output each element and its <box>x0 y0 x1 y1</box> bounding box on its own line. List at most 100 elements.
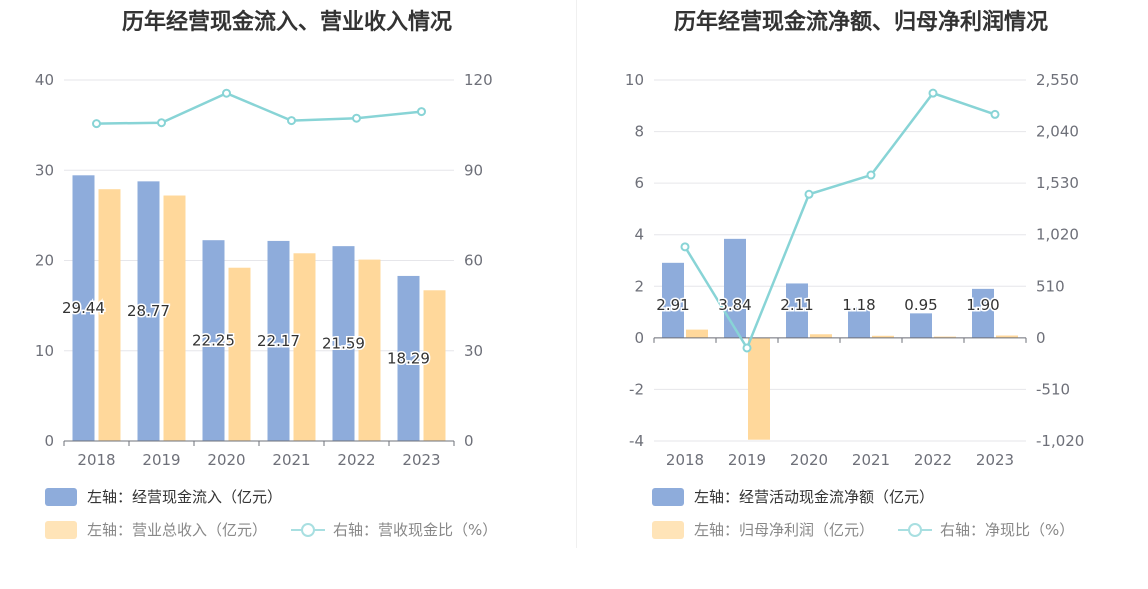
bar-series2-2019 <box>163 195 186 441</box>
data-label: 2.91 <box>656 296 689 314</box>
bar-series2-2020 <box>810 334 832 338</box>
line-point-2021 <box>287 116 296 126</box>
y-left-tick-label: 0 <box>44 432 54 450</box>
y-right-tick-label: 2,550 <box>1036 71 1079 89</box>
bar-series1-2022 <box>332 246 355 441</box>
line-point-2018 <box>92 119 101 129</box>
y-left-tick-label: 10 <box>35 342 54 360</box>
y-right-tick-label: -1,020 <box>1036 432 1084 450</box>
y-right-tick-label: -510 <box>1036 380 1070 398</box>
x-tick-label: 2018 <box>77 451 115 469</box>
line-series-ratio <box>96 91 422 125</box>
y-left-tick-label: 8 <box>634 123 644 141</box>
data-label: 1.18 <box>842 296 875 314</box>
bar-series1-2018 <box>72 175 95 441</box>
legend-label: 左轴：归母净利润（亿元） <box>694 521 875 539</box>
data-label: 29.44 <box>62 299 105 317</box>
y-left-tick-label: 40 <box>35 71 54 89</box>
data-label: 22.17 <box>257 332 300 350</box>
line-point-2023 <box>417 107 426 117</box>
bar-series2-2020 <box>228 267 251 441</box>
chart-title: 历年经营现金流净额、归母净利润情况 <box>673 10 1048 35</box>
line-point-2020 <box>804 189 814 199</box>
y-right-tick-label: 120 <box>464 71 493 89</box>
y-right-tick-label: 0 <box>464 432 474 450</box>
data-label: 0.95 <box>904 296 937 314</box>
x-tick-label: 2022 <box>914 451 952 469</box>
legend-row-1: 左轴：经营现金流入（亿元） <box>45 486 282 507</box>
y-right-tick-label: 510 <box>1036 277 1065 295</box>
bar-series2-2021 <box>872 335 894 338</box>
bar-series1-2021 <box>848 307 870 338</box>
bar-series1-2018 <box>662 262 684 338</box>
y-right-tick-label: 0 <box>1036 329 1046 347</box>
bar-series2-2018 <box>98 189 121 441</box>
data-label: 21.59 <box>322 335 365 353</box>
legend-swatch-bar-blue <box>45 487 77 506</box>
bar-series2-2022 <box>934 336 956 338</box>
x-tick-label: 2019 <box>142 451 180 469</box>
y-right-tick-label: 1,530 <box>1036 174 1079 192</box>
x-tick-label: 2021 <box>852 451 890 469</box>
bar-series1-2022 <box>910 313 932 338</box>
bar-series2-2021 <box>293 253 316 441</box>
y-right-tick-label: 30 <box>464 342 483 360</box>
bar-series2-2023 <box>423 290 446 441</box>
line-point-2022 <box>928 88 938 98</box>
y-left-tick-label: 10 <box>625 71 644 89</box>
legend-label: 右轴：营收现金比（%） <box>333 521 498 539</box>
line-series-ratio <box>683 91 996 351</box>
x-tick-label: 2019 <box>728 451 766 469</box>
y-left-tick-label: 30 <box>35 161 54 179</box>
bar-series2-2022 <box>358 259 381 441</box>
bar-series2-2023 <box>996 335 1018 338</box>
line-point-2022 <box>352 113 361 123</box>
legend-swatch-bar-orange <box>45 520 77 539</box>
x-tick-label: 2023 <box>402 451 440 469</box>
data-label: 2.11 <box>780 296 813 314</box>
x-tick-label: 2020 <box>790 451 828 469</box>
line-point-2019 <box>157 118 166 128</box>
line-point-2023 <box>990 109 1000 119</box>
x-tick-label: 2020 <box>207 451 245 469</box>
bar-series1-2023 <box>972 288 994 338</box>
data-label: 18.29 <box>387 349 430 367</box>
chart-title: 历年经营现金流入、营业收入情况 <box>121 10 452 35</box>
y-left-tick-label: 2 <box>634 277 644 295</box>
y-left-tick-label: 6 <box>634 174 644 192</box>
bar-series1-2020 <box>786 283 808 338</box>
data-label: 3.84 <box>718 296 751 314</box>
x-tick-label: 2023 <box>976 451 1014 469</box>
legend-line-marker-icon <box>291 522 326 537</box>
line-point-2021 <box>866 170 876 180</box>
chart-panel-right: 历年经营现金流净额、归母净利润情况 10 8 6 4 2 0 -2 -4 2,550 2,040 1… <box>574 0 1148 589</box>
legend-label: 右轴：净现比（%） <box>940 521 1075 539</box>
bar-series1-2020 <box>202 240 225 441</box>
y-right-tick-label: 1,020 <box>1036 226 1079 244</box>
y-left-tick-label: 20 <box>35 252 54 270</box>
chart-right-svg: 10 8 6 4 2 0 -2 -4 2,550 2,040 1,530 1,020 510 0 -510 -… <box>625 71 1084 469</box>
y-right-tick-label: 90 <box>464 161 483 179</box>
bar-series2-2018 <box>686 329 708 338</box>
y-left-tick-label: 4 <box>634 226 644 244</box>
x-tick-label: 2022 <box>337 451 375 469</box>
legend-row-2: 左轴：营业总收入（亿元） 右轴：营收现金比（%） <box>45 519 497 540</box>
chart-panel-left: 历年经营现金流入、营业收入情况 40 30 20 10 0 120 90 60 30 0 2018 2… <box>35 10 497 540</box>
line-point-2020 <box>222 88 231 98</box>
legend-swatch-bar-blue <box>652 487 684 506</box>
bar-series1-2019 <box>137 181 160 441</box>
panel-divider <box>576 0 577 548</box>
legend-label: 左轴：营业总收入（亿元） <box>87 521 268 539</box>
y-left-tick-label: 0 <box>634 329 644 347</box>
y-right-tick-label: 60 <box>464 252 483 270</box>
line-point-2018 <box>680 242 690 252</box>
bar-series1-2019 <box>724 238 746 338</box>
data-label: 1.90 <box>966 296 999 314</box>
legend-row-1: 左轴：经营活动现金流净额（亿元） <box>652 486 934 507</box>
y-left-tick-label: -4 <box>629 432 644 450</box>
bar-series2-2019 <box>748 337 770 440</box>
data-label: 28.77 <box>127 302 170 320</box>
bar-series1-2021 <box>267 240 290 441</box>
legend-line-marker-icon <box>898 522 933 537</box>
legend-swatch-bar-orange <box>652 520 684 539</box>
